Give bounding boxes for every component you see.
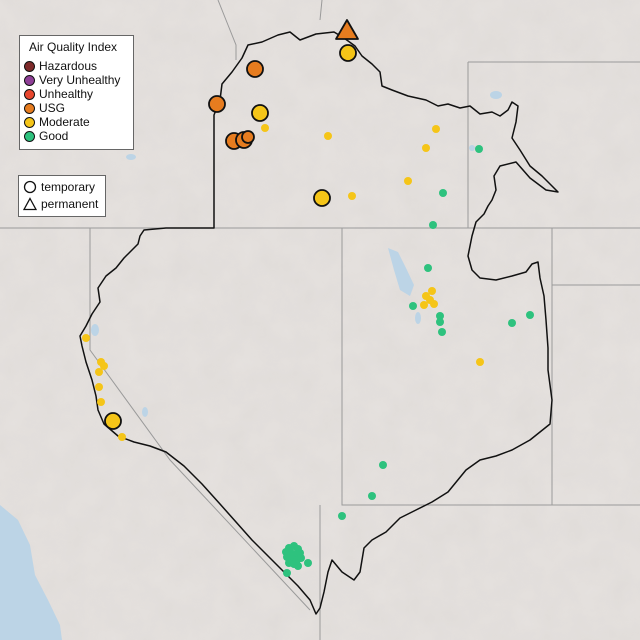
legend-title: Air Quality Index [29, 40, 118, 54]
circle-icon [23, 180, 37, 194]
monitor-marker[interactable] [368, 492, 376, 500]
monitor-marker[interactable] [95, 383, 103, 391]
monitor-marker[interactable] [409, 302, 417, 310]
legend-swatch-hazardous [24, 60, 35, 72]
legend-label: Very Unhealthy [39, 73, 121, 87]
monitor-marker[interactable] [82, 334, 90, 342]
monitor-marker[interactable] [475, 145, 483, 153]
temporary-monitor-marker[interactable] [246, 60, 264, 78]
legend-swatch-moderate [24, 116, 35, 128]
region-boundary [79, 31, 559, 615]
monitor-marker[interactable] [283, 569, 291, 577]
monitor-type-legend: temporary permanent [18, 175, 106, 217]
temporary-monitor-marker[interactable] [104, 412, 122, 430]
monitor-marker[interactable] [420, 301, 428, 309]
legend-label: USG [39, 101, 66, 115]
monitor-marker[interactable] [100, 362, 108, 370]
monitor-marker[interactable] [526, 311, 534, 319]
legend-item-temporary: temporary [23, 179, 95, 195]
legend-label: permanent [41, 197, 99, 211]
monitor-marker[interactable] [436, 312, 444, 320]
aqi-legend: Air Quality Index Hazardous Very Unhealt… [19, 35, 134, 150]
legend-label: Good [39, 129, 69, 143]
temporary-monitor-marker[interactable] [241, 130, 255, 144]
monitor-marker[interactable] [379, 461, 387, 469]
legend-swatch-usg [24, 102, 35, 114]
permanent-monitor-marker[interactable] [335, 19, 359, 40]
monitor-marker[interactable] [324, 132, 332, 140]
legend-item-very-unhealthy: Very Unhealthy [24, 73, 120, 87]
monitor-marker[interactable] [432, 125, 440, 133]
monitor-points [82, 19, 534, 577]
monitor-marker[interactable] [436, 318, 444, 326]
yellowstone-lake [490, 91, 502, 99]
monitor-marker[interactable] [338, 512, 346, 520]
monitor-marker[interactable] [304, 559, 312, 567]
monitor-marker[interactable] [97, 398, 105, 406]
triangle-icon [23, 197, 37, 211]
monitor-marker[interactable] [261, 124, 269, 132]
legend-swatch-very-unhealthy [24, 74, 35, 86]
legend-item-moderate: Moderate [24, 115, 90, 129]
monitor-marker[interactable] [297, 554, 305, 562]
lake-north [126, 154, 136, 160]
legend-label: temporary [41, 180, 96, 194]
lakes [91, 91, 502, 417]
legend-swatch-unhealthy [24, 88, 35, 100]
legend-item-usg: USG [24, 101, 65, 115]
legend-label: Unhealthy [39, 87, 94, 101]
mono-lake [142, 407, 148, 417]
monitor-marker[interactable] [404, 177, 412, 185]
legend-label: Moderate [39, 115, 90, 129]
lake-tahoe [91, 324, 99, 336]
monitor-marker[interactable] [428, 287, 436, 295]
monitor-marker[interactable] [95, 368, 103, 376]
small-lake [469, 145, 475, 151]
ocean [0, 505, 62, 640]
monitor-marker[interactable] [508, 319, 516, 327]
monitor-marker[interactable] [422, 144, 430, 152]
monitor-marker[interactable] [282, 548, 290, 556]
monitor-marker[interactable] [476, 358, 484, 366]
monitor-marker[interactable] [424, 264, 432, 272]
temporary-monitor-marker[interactable] [251, 104, 269, 122]
legend-item-unhealthy: Unhealthy [24, 87, 93, 101]
state-line [319, 0, 323, 21]
state-line [89, 228, 311, 611]
state-line [217, 0, 237, 60]
state-line [341, 228, 640, 506]
legend-label: Hazardous [39, 59, 98, 73]
legend-item-good: Good [24, 129, 68, 143]
monitor-marker[interactable] [430, 300, 438, 308]
legend-item-hazardous: Hazardous [24, 59, 97, 73]
temporary-monitor-marker[interactable] [208, 95, 226, 113]
monitor-marker[interactable] [348, 192, 356, 200]
temporary-monitor-marker[interactable] [313, 189, 331, 207]
legend-swatch-good [24, 130, 35, 142]
monitor-marker[interactable] [429, 221, 437, 229]
legend-item-permanent: permanent [23, 196, 98, 212]
utah-lake [415, 312, 421, 324]
monitor-marker[interactable] [118, 433, 126, 441]
great-salt-lake [388, 248, 414, 296]
monitor-marker[interactable] [439, 189, 447, 197]
temporary-monitor-marker[interactable] [339, 44, 357, 62]
monitor-marker[interactable] [438, 328, 446, 336]
monitor-marker[interactable] [294, 562, 302, 570]
